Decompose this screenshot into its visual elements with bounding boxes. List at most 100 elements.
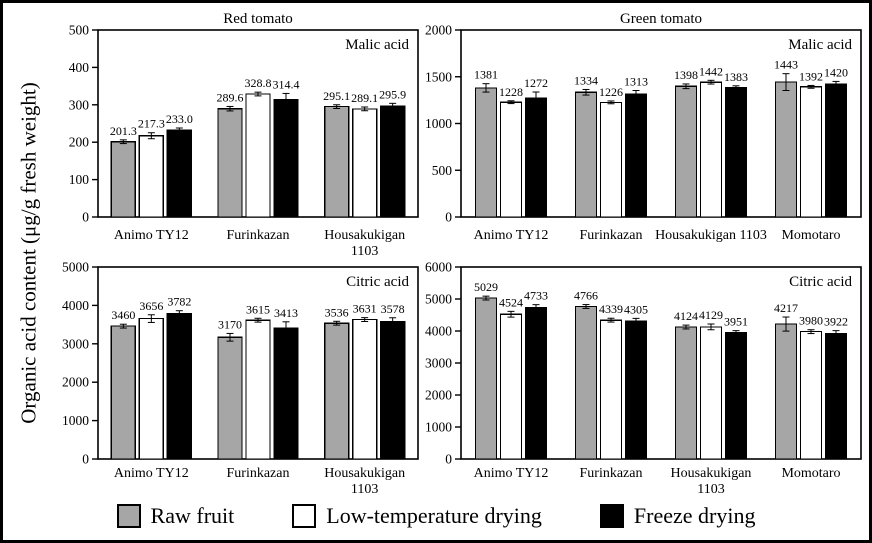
value-label: 217.3 bbox=[138, 117, 165, 131]
bar-green-citric-series-1 bbox=[799, 331, 823, 460]
y-tick-label: 1000 bbox=[425, 420, 452, 435]
y-tick-label: 0 bbox=[82, 452, 89, 467]
value-label: 1420 bbox=[824, 65, 848, 79]
value-label: 3536 bbox=[325, 305, 349, 319]
acid-label: Malic acid bbox=[788, 37, 852, 53]
x-category-label: 1103 bbox=[697, 482, 724, 497]
y-tick-label: 3000 bbox=[425, 356, 452, 371]
y-tick-label: 2000 bbox=[425, 23, 452, 38]
bar-red-malic-series-1 bbox=[352, 108, 378, 218]
value-label: 3951 bbox=[724, 315, 748, 329]
bar-green-malic-series-1 bbox=[799, 86, 823, 218]
bar-green-citric-series-0 bbox=[674, 326, 698, 460]
y-tick-label: 3000 bbox=[62, 336, 89, 351]
value-label: 4305 bbox=[624, 302, 648, 316]
value-label: 3413 bbox=[274, 306, 298, 320]
x-category-label: Animo TY12 bbox=[114, 228, 189, 243]
value-label: 289.6 bbox=[217, 90, 244, 104]
bar-green-malic-series-0 bbox=[674, 85, 698, 218]
y-tick-label: 5000 bbox=[425, 292, 452, 307]
bar-green-malic-series-1 bbox=[499, 101, 523, 218]
value-label: 1443 bbox=[774, 58, 798, 72]
x-category-label: Animo TY12 bbox=[474, 466, 549, 481]
bar-green-malic-series-2 bbox=[624, 93, 648, 218]
bar-green-citric-series-0 bbox=[474, 297, 498, 460]
bar-green-malic-series-2 bbox=[524, 97, 548, 218]
y-tick-label: 0 bbox=[445, 210, 452, 225]
bar-green-malic-series-2 bbox=[824, 83, 848, 218]
x-category-label: Housakukigan bbox=[671, 466, 752, 481]
x-category-label: Housakukigan bbox=[324, 228, 405, 243]
x-category-label: Animo TY12 bbox=[474, 228, 549, 243]
value-label: 1392 bbox=[799, 69, 823, 83]
bar-red-citric-series-0 bbox=[217, 336, 243, 460]
x-category-label: Furinkazan bbox=[227, 466, 290, 481]
value-label: 1398 bbox=[674, 68, 698, 82]
chart-green-tomato-citric-acid: Citric acid 0 1000 2000 3000 4000 5000 6000 Anim… bbox=[425, 261, 862, 497]
chart-green-tomato-malic-acid: Green tomato Malic acid 0 500 1000 1500 2000 An… bbox=[425, 11, 862, 243]
value-label: 3656 bbox=[139, 299, 163, 313]
bar-green-malic-series-1 bbox=[599, 101, 623, 218]
value-label: 4524 bbox=[499, 295, 523, 309]
value-label: 3922 bbox=[824, 315, 848, 329]
bar-green-citric-series-0 bbox=[774, 323, 798, 460]
y-tick-label: 1000 bbox=[62, 413, 89, 428]
value-label: 4217 bbox=[774, 301, 798, 315]
y-tick-label: 2000 bbox=[62, 375, 89, 390]
bar-green-citric-series-2 bbox=[524, 306, 548, 460]
y-tick-label: 400 bbox=[69, 60, 90, 75]
value-label: 3578 bbox=[381, 302, 405, 316]
value-label: 1272 bbox=[524, 76, 548, 90]
chart-red-tomato-malic-acid: Red tomato Malic acid 0 100 200 300 400 500 Anim… bbox=[69, 11, 419, 259]
chart-red-tomato-citric-acid: Citric acid 0 1000 2000 3000 4000 5000 Animo TY… bbox=[62, 261, 419, 497]
y-axis-label: Organic acid content (μg/g fresh weight) bbox=[16, 82, 41, 424]
value-label: 3460 bbox=[111, 308, 135, 322]
acid-label: Citric acid bbox=[346, 274, 409, 290]
bar-green-malic-series-0 bbox=[574, 91, 598, 218]
value-label: 4766 bbox=[574, 289, 598, 303]
x-category-label: Animo TY12 bbox=[114, 466, 189, 481]
bar-green-citric-series-1 bbox=[499, 313, 523, 460]
value-label: 314.4 bbox=[273, 77, 300, 91]
bar-red-citric-series-2 bbox=[166, 313, 192, 460]
value-label: 1226 bbox=[599, 85, 623, 99]
y-tick-label: 500 bbox=[432, 163, 453, 178]
y-tick-label: 100 bbox=[69, 172, 90, 187]
y-tick-label: 300 bbox=[69, 97, 90, 112]
value-label: 1334 bbox=[574, 73, 598, 87]
bar-green-malic-series-1 bbox=[699, 81, 723, 218]
bar-green-citric-series-2 bbox=[624, 320, 648, 460]
value-label: 1313 bbox=[624, 74, 648, 88]
y-tick-label: 1000 bbox=[425, 116, 452, 131]
x-category-label: Furinkazan bbox=[227, 228, 290, 243]
bar-green-malic-series-2 bbox=[724, 87, 748, 218]
bar-red-citric-series-2 bbox=[273, 327, 299, 460]
legend-label-raw-fruit: Raw fruit bbox=[150, 503, 235, 528]
legend: Raw fruit Low-temperature drying Freeze … bbox=[3, 504, 869, 528]
y-tick-label: 0 bbox=[82, 210, 89, 225]
x-category-label: Furinkazan bbox=[580, 466, 643, 481]
legend-label-low-temperature-drying: Low-temperature drying bbox=[326, 503, 542, 528]
bar-red-citric-series-0 bbox=[110, 325, 136, 460]
acid-label: Malic acid bbox=[345, 37, 409, 53]
y-tick-label: 1500 bbox=[425, 69, 452, 84]
value-label: 1383 bbox=[724, 70, 748, 84]
bar-red-citric-series-1 bbox=[352, 318, 378, 460]
bar-green-malic-series-0 bbox=[474, 87, 498, 218]
panel-title: Red tomato bbox=[223, 11, 293, 27]
x-category-label: 1103 bbox=[351, 482, 378, 497]
value-label: 1228 bbox=[499, 85, 523, 99]
bar-red-malic-series-0 bbox=[324, 106, 350, 218]
legend-swatch-raw-fruit bbox=[116, 504, 141, 528]
bar-red-citric-series-1 bbox=[245, 319, 271, 460]
x-category-label: Housakukigan 1103 bbox=[655, 228, 767, 243]
acid-label: Citric acid bbox=[789, 274, 852, 290]
y-tick-label: 0 bbox=[445, 452, 452, 467]
bar-red-malic-series-0 bbox=[217, 108, 243, 218]
legend-item-low-temperature-drying: Low-temperature drying bbox=[292, 504, 542, 528]
x-category-label: 1103 bbox=[351, 244, 378, 259]
panel-title: Green tomato bbox=[620, 11, 702, 27]
legend-swatch-freeze-drying bbox=[599, 504, 624, 528]
x-category-label: Furinkazan bbox=[580, 228, 643, 243]
